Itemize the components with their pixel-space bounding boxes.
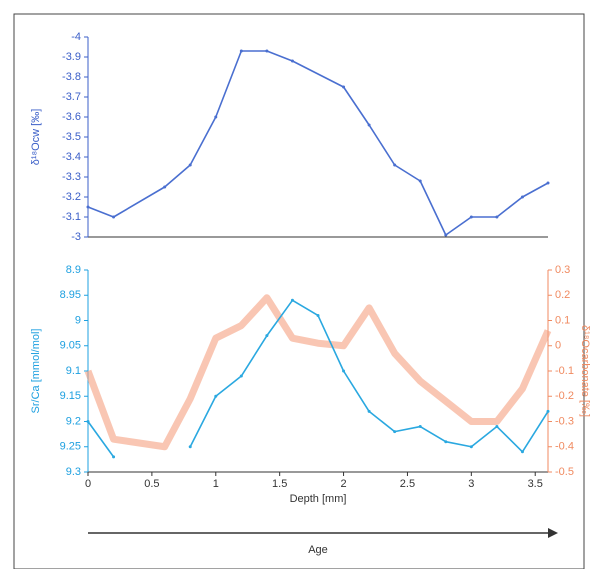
point [86, 420, 90, 423]
point [316, 313, 320, 317]
point [393, 163, 397, 167]
y-tick-label: 8.95 [60, 289, 81, 301]
x-tick-label: 3 [468, 478, 474, 490]
y2-axis-label: δ¹⁸Ocarbonate [‰] [579, 325, 591, 417]
y-tick-label: -3.1 [62, 211, 81, 223]
point [444, 233, 448, 237]
point [112, 455, 116, 459]
y-tick-label: 9.3 [66, 466, 81, 478]
x-tick-label: 3.5 [528, 478, 543, 490]
y-tick-label: 9.15 [60, 390, 81, 402]
y2-tick-label: 0.1 [555, 314, 570, 326]
x-tick-label: 0 [85, 478, 91, 490]
y-tick-label: -3.3 [62, 171, 81, 183]
y-tick-label: -3.5 [62, 131, 81, 143]
point [86, 205, 90, 209]
point [342, 85, 346, 89]
point [290, 298, 294, 302]
frame [13, 13, 585, 569]
point [469, 215, 473, 219]
point [188, 445, 192, 449]
x-axis-label: Depth [mm] [290, 493, 347, 505]
y-tick-label: -3.2 [62, 191, 81, 203]
y-axis-label: Sr/Ca [mmol/mol] [30, 329, 42, 414]
point [265, 334, 269, 338]
annotation: Age [308, 544, 328, 556]
age-arrow-head [548, 528, 558, 538]
y-tick-label: 9 [75, 314, 81, 326]
point [444, 440, 448, 444]
y2-tick-label: -0.5 [555, 466, 574, 478]
y-tick-label: 9.1 [66, 365, 81, 377]
point [342, 369, 346, 373]
series-line [87, 299, 549, 458]
x-tick-label: 1.5 [272, 478, 287, 490]
y2-tick-label: 0.3 [555, 264, 570, 276]
point [495, 425, 499, 429]
y-tick-label: -3.6 [62, 111, 81, 123]
y-tick-label: -3.7 [62, 91, 81, 103]
y2-tick-label: -0.3 [555, 415, 574, 427]
y2-tick-label: -0.2 [555, 390, 574, 402]
point [239, 374, 243, 378]
x-tick-label: 2.5 [400, 478, 415, 490]
y2-tick-label: 0 [555, 340, 561, 352]
point [546, 181, 550, 185]
y2-tick-label: -0.1 [555, 365, 574, 377]
x-tick-label: 1 [213, 478, 219, 490]
point [214, 115, 218, 119]
x-tick-label: 0.5 [144, 478, 159, 490]
point [239, 49, 243, 53]
y-tick-label: 9.05 [60, 340, 81, 352]
y-axis-label: δ¹⁸Ocw [‰] [30, 109, 42, 166]
point [367, 123, 371, 127]
point [290, 59, 294, 63]
y-tick-label: 9.2 [66, 415, 81, 427]
y2-tick-label: -0.4 [555, 441, 574, 453]
point [469, 445, 473, 449]
point [520, 195, 524, 199]
point [265, 49, 269, 53]
x-tick-label: 2 [340, 478, 346, 490]
point [546, 409, 550, 413]
point [418, 179, 422, 183]
point [214, 394, 218, 398]
y-tick-label: -3.4 [62, 151, 81, 163]
y-tick-label: 9.25 [60, 441, 81, 453]
series-line [87, 50, 549, 236]
point [367, 409, 371, 413]
point [520, 450, 524, 454]
point [418, 425, 422, 429]
y-tick-label: 8.9 [66, 264, 81, 276]
y-tick-label: -3.9 [62, 51, 81, 63]
point [112, 215, 116, 219]
point [495, 215, 499, 219]
y-tick-label: -4 [71, 31, 81, 43]
series-band [84, 294, 552, 451]
point [188, 163, 192, 167]
y2-tick-label: 0.2 [555, 289, 570, 301]
y-tick-label: -3 [71, 231, 81, 243]
point [393, 430, 397, 434]
y-tick-label: -3.8 [62, 71, 81, 83]
point [163, 185, 167, 189]
